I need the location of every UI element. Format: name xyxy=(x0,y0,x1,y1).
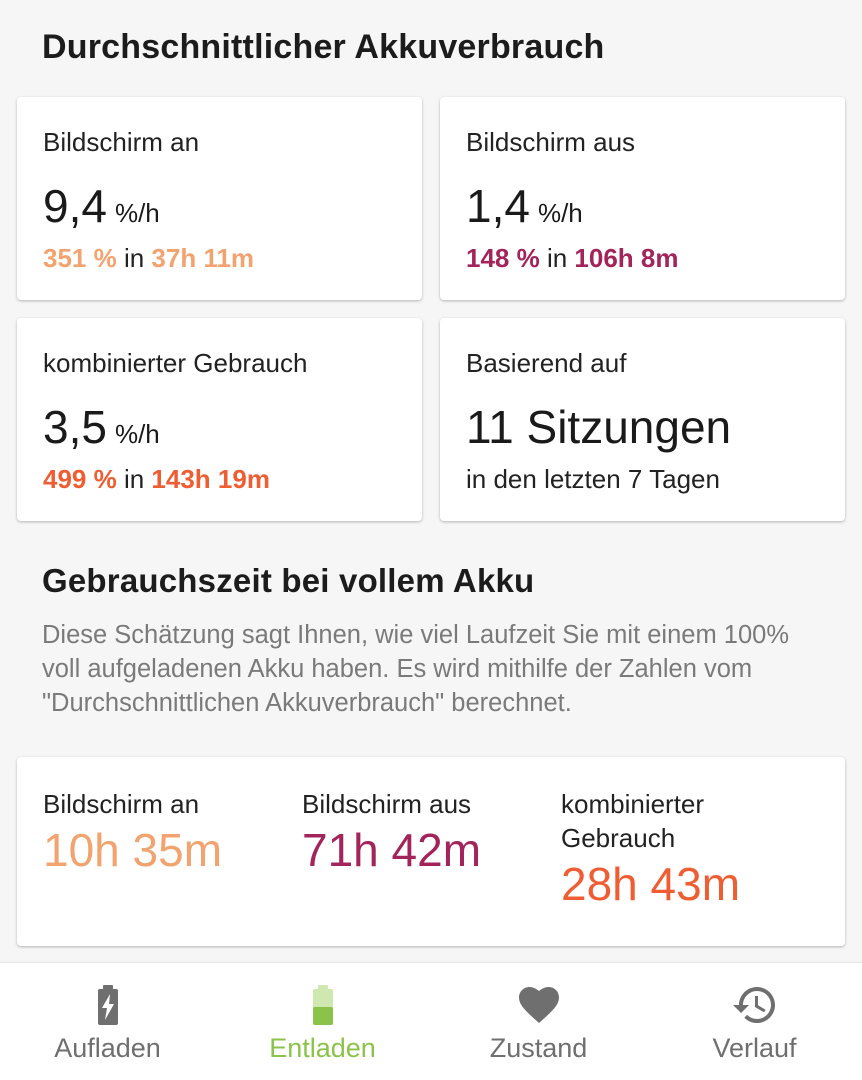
bottom-navigation: Aufladen Entladen Zustand Verlauf xyxy=(0,962,862,1080)
estimate-combined: kombinierter Gebrauch 28h 43m xyxy=(561,787,801,911)
nav-item-zustand[interactable]: Zustand xyxy=(431,963,646,1080)
estimate-screen-on: Bildschirm an 10h 35m xyxy=(43,787,283,877)
sessions-count: 11 Sitzungen xyxy=(466,401,732,453)
screen-off-rate-value: 1,4 xyxy=(466,180,530,232)
nav-label-zustand: Zustand xyxy=(489,1033,588,1063)
screen-off-in-word: in xyxy=(539,243,575,273)
estimate-screen-on-value: 10h 35m xyxy=(43,824,223,876)
battery-charging-icon xyxy=(97,985,118,1025)
nav-label-entladen: Entladen xyxy=(269,1033,376,1063)
combined-percent: 499 % xyxy=(43,464,117,494)
estimate-screen-off-label: Bildschirm aus xyxy=(302,789,472,819)
screen-off-label: Bildschirm aus xyxy=(466,127,636,157)
screen-off-usage-card: Bildschirm aus 1,4 %/h 148 % in 106h 8m xyxy=(440,97,845,300)
estimate-screen-off-value: 71h 42m xyxy=(302,824,482,876)
screen-off-rate: 1,4 %/h xyxy=(466,179,583,233)
full-battery-runtime-title: Gebrauchszeit bei vollem Akku xyxy=(42,562,535,599)
nav-item-entladen[interactable]: Entladen xyxy=(215,963,430,1080)
screen-on-summary: 351 % in 37h 11m xyxy=(43,243,254,274)
estimate-combined-label: kombinierter Gebrauch xyxy=(561,789,705,853)
combined-label: kombinierter Gebrauch xyxy=(43,348,308,378)
heart-icon xyxy=(518,987,559,1023)
sessions-period: in den letzten 7 Tagen xyxy=(466,464,720,494)
combined-summary: 499 % in 143h 19m xyxy=(43,464,270,495)
screen-on-rate: 9,4 %/h xyxy=(43,179,160,233)
combined-rate-unit: %/h xyxy=(114,419,160,449)
screen-on-duration: 37h 11m xyxy=(151,243,255,273)
screen-on-label: Bildschirm an xyxy=(43,127,200,157)
screen-off-summary: 148 % in 106h 8m xyxy=(466,243,679,274)
combined-duration: 143h 19m xyxy=(151,464,270,494)
estimate-screen-off: Bildschirm aus 71h 42m xyxy=(302,787,542,877)
sessions-label: Basierend auf xyxy=(466,348,627,378)
estimate-combined-value: 28h 43m xyxy=(561,858,741,910)
screen-off-duration: 106h 8m xyxy=(574,243,679,273)
runtime-estimates-card: Bildschirm an 10h 35m Bildschirm aus 71h… xyxy=(17,757,845,946)
history-icon xyxy=(732,987,775,1023)
combined-in-word: in xyxy=(116,464,152,494)
combined-rate: 3,5 %/h xyxy=(43,400,160,454)
average-usage-title: Durchschnittlicher Akkuverbrauch xyxy=(42,28,605,66)
runtime-description: Diese Schätzung sagt Ihnen, wie viel Lau… xyxy=(42,621,789,717)
nav-item-verlauf[interactable]: Verlauf xyxy=(647,963,862,1080)
screen-on-in-word: in xyxy=(116,243,152,273)
screen-on-usage-card: Bildschirm an 9,4 %/h 351 % in 37h 11m xyxy=(17,97,422,300)
screen-on-rate-value: 9,4 xyxy=(43,180,107,232)
screen-off-percent: 148 % xyxy=(466,243,540,273)
nav-label-aufladen: Aufladen xyxy=(54,1033,161,1063)
nav-item-aufladen[interactable]: Aufladen xyxy=(0,963,215,1080)
screen-off-rate-unit: %/h xyxy=(537,198,583,228)
screen-on-rate-unit: %/h xyxy=(114,198,160,228)
screen-on-percent: 351 % xyxy=(43,243,117,273)
battery-discharging-icon xyxy=(312,985,333,1025)
estimate-screen-on-label: Bildschirm an xyxy=(43,789,200,819)
combined-rate-value: 3,5 xyxy=(43,401,107,453)
combined-usage-card: kombinierter Gebrauch 3,5 %/h 499 % in 14… xyxy=(17,318,422,521)
sessions-card: Basierend auf 11 Sitzungen in den letzte… xyxy=(440,318,845,521)
nav-label-verlauf: Verlauf xyxy=(712,1033,797,1063)
